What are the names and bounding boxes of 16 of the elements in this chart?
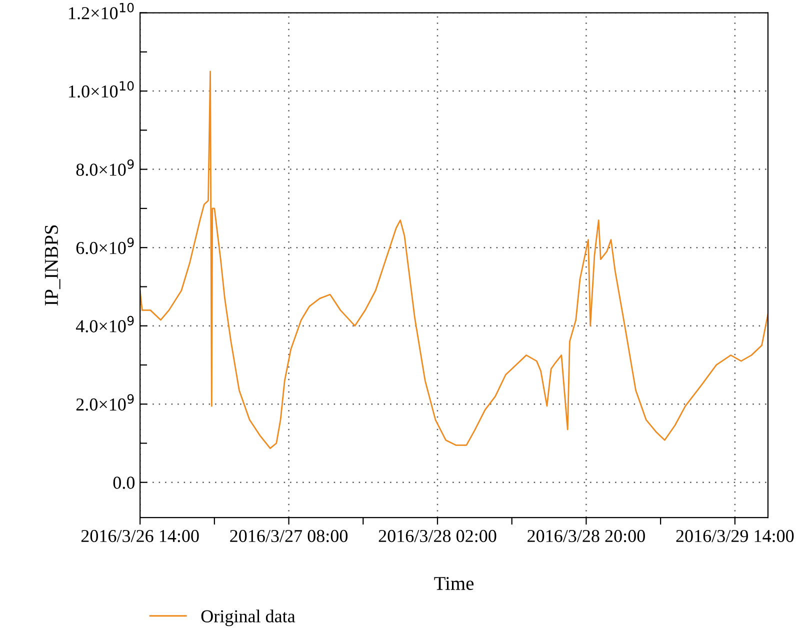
y-tick-label: 1.0×10$^{10}$	[69, 81, 134, 98]
x-tick-label: 2016/3/26 14:00	[81, 530, 199, 542]
line-series	[140, 70, 768, 450]
y-tick-label: 2.0×10$^{9}$	[76, 394, 134, 411]
x-tick-label: 2016/3/28 20:00	[528, 530, 645, 542]
y-tick-label: 4.0×10$^{9}$	[76, 316, 134, 332]
y-tick-label: 8.0×10$^{9}$	[76, 159, 134, 176]
x-tick-label: 2016/3/28 02:00	[378, 530, 496, 542]
y-tick-label: 6.0×10$^{9}$	[76, 238, 134, 254]
y-tick-label: 0.0	[113, 476, 135, 489]
x-tick-label: 2016/3/29 14:00	[676, 530, 794, 542]
x-axis-title: Time	[434, 576, 474, 590]
y-tick-label: 1.2×10$^{10}$	[69, 2, 134, 20]
y-axis-title: IP_INBPS	[44, 225, 60, 306]
x-tick-label: 2016/3/27 08:00	[230, 530, 348, 542]
legend-label: Original data	[201, 610, 296, 626]
